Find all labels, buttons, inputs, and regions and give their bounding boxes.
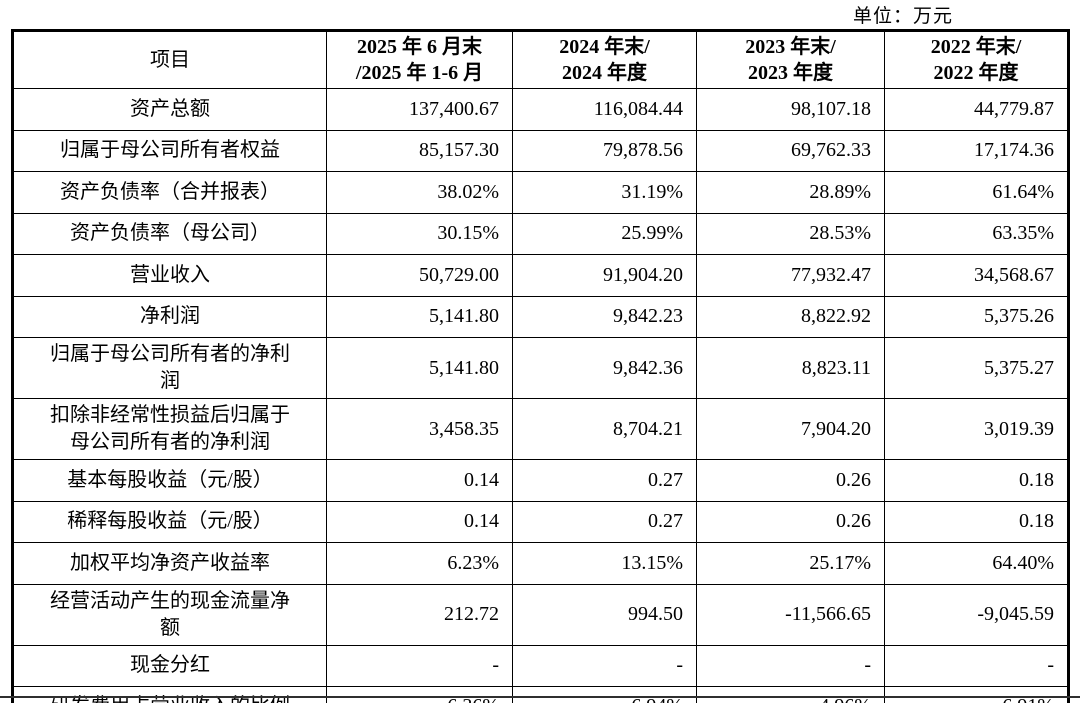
cell-value: 13.15%	[512, 542, 697, 585]
cell-value: 79,878.56	[512, 129, 697, 172]
row-label: 归属于母公司所有者的净利润	[12, 337, 327, 399]
table-row: 基本每股收益（元/股） 0.14 0.27 0.26 0.18	[12, 459, 1069, 502]
cell-value: 6.94%	[512, 686, 697, 703]
table-row: 净利润 5,141.80 9,842.23 8,822.92 5,375.26	[12, 295, 1069, 338]
cell-value: 69,762.33	[696, 129, 885, 172]
row-label: 净利润	[12, 295, 327, 338]
table-row: 研发费用占营业收入的比例6.36%6.94%4.96%6.91%	[12, 686, 1069, 703]
cell-value: 137,400.67	[326, 88, 513, 131]
cell-value: -	[884, 644, 1069, 687]
cell-value: 31.19%	[512, 171, 697, 214]
column-header-period: 2023 年末/2023 年度	[696, 30, 885, 89]
cell-value: 4.96%	[696, 686, 885, 703]
cell-value: 28.89%	[696, 171, 885, 214]
cell-value: 5,375.26	[884, 295, 1069, 338]
row-label: 扣除非经常性损益后归属于母公司所有者的净利润	[12, 398, 327, 460]
column-header-period: 2025 年 6 月末/2025 年 1-6 月	[326, 30, 513, 89]
row-label: 研发费用占营业收入的比例	[12, 686, 327, 703]
row-label: 资产总额	[12, 88, 327, 131]
table-row: 加权平均净资产收益率 6.23% 13.15% 25.17% 64.40%	[12, 542, 1069, 585]
cell-value: 0.18	[884, 459, 1069, 502]
cell-value: 212.72	[326, 583, 513, 646]
table-row: 资产负债率（合并报表） 38.02% 31.19% 28.89% 61.64%	[12, 171, 1069, 214]
table-row: 归属于母公司所有者权益 85,157.30 79,878.56 69,762.33 17…	[12, 129, 1069, 172]
cell-value: 91,904.20	[512, 254, 697, 297]
table-row: 扣除非经常性损益后归属于母公司所有者的净利润 3,458.35 8,704.21 7,…	[12, 398, 1069, 460]
cell-value: 25.17%	[696, 542, 885, 585]
row-label: 营业收入	[12, 254, 327, 297]
row-label: 资产负债率（合并报表）	[12, 171, 327, 214]
cell-value: 0.26	[696, 500, 885, 543]
cell-value: 8,822.92	[696, 295, 885, 338]
table-row: 资产总额 137,400.67 116,084.44 98,107.18 44,779.…	[12, 88, 1069, 131]
unit-label: 单位：万元	[853, 6, 954, 27]
table-row: 资产负债率（母公司） 30.15% 25.99% 28.53% 63.35%	[12, 212, 1069, 255]
table-row: 稀释每股收益（元/股） 0.14 0.27 0.26 0.18	[12, 500, 1069, 543]
cell-value: 7,904.20	[696, 398, 885, 460]
header-row: 项目 2025 年 6 月末/2025 年 1-6 月 2024 年末/2024 年…	[12, 30, 1069, 89]
table-body: 资产总额 137,400.67 116,084.44 98,107.18 44,779.…	[12, 88, 1069, 703]
row-label: 归属于母公司所有者权益	[12, 129, 327, 172]
cell-value: 9,842.23	[512, 295, 697, 338]
cell-value: 38.02%	[326, 171, 513, 214]
cell-value: -9,045.59	[884, 583, 1069, 646]
cell-value: 6.23%	[326, 542, 513, 585]
cell-value: 17,174.36	[884, 129, 1069, 172]
table-row: 经营活动产生的现金流量净额 212.72 994.50 -11,566.65 -9,04…	[12, 583, 1069, 646]
row-label: 加权平均净资产收益率	[12, 542, 327, 585]
cell-value: 34,568.67	[884, 254, 1069, 297]
cell-value: 28.53%	[696, 212, 885, 255]
cell-value: 8,704.21	[512, 398, 697, 460]
cell-value: 44,779.87	[884, 88, 1069, 131]
cell-value: 3,458.35	[326, 398, 513, 460]
cell-value: 8,823.11	[696, 337, 885, 399]
financial-summary-table: 项目 2025 年 6 月末/2025 年 1-6 月 2024 年末/2024 年…	[11, 29, 1070, 703]
row-label: 资产负债率（母公司）	[12, 212, 327, 255]
bottom-divider	[0, 696, 1080, 698]
column-header-period: 2022 年末/2022 年度	[884, 30, 1069, 89]
cell-value: 0.26	[696, 459, 885, 502]
cell-value: -11,566.65	[696, 583, 885, 646]
cell-value: 64.40%	[884, 542, 1069, 585]
column-header-period: 2024 年末/2024 年度	[512, 30, 697, 89]
cell-value: 0.18	[884, 500, 1069, 543]
table-header: 项目 2025 年 6 月末/2025 年 1-6 月 2024 年末/2024 年…	[12, 30, 1069, 89]
row-label: 稀释每股收益（元/股）	[12, 500, 327, 543]
cell-value: 994.50	[512, 583, 697, 646]
cell-value: 61.64%	[884, 171, 1069, 214]
cell-value: -	[326, 644, 513, 687]
cell-value: 77,932.47	[696, 254, 885, 297]
column-header-item: 项目	[12, 30, 327, 89]
cell-value: 50,729.00	[326, 254, 513, 297]
cell-value: 0.14	[326, 500, 513, 543]
cell-value: 5,141.80	[326, 295, 513, 338]
row-label: 经营活动产生的现金流量净额	[12, 583, 327, 646]
cell-value: 3,019.39	[884, 398, 1069, 460]
cell-value: 0.14	[326, 459, 513, 502]
row-label: 现金分红	[12, 644, 327, 687]
cell-value: 5,141.80	[326, 337, 513, 399]
cell-value: 85,157.30	[326, 129, 513, 172]
cell-value: 6.91%	[884, 686, 1069, 703]
cell-value: 6.36%	[326, 686, 513, 703]
cell-value: 98,107.18	[696, 88, 885, 131]
table-row: 现金分红 - - - -	[12, 644, 1069, 687]
cell-value: 30.15%	[326, 212, 513, 255]
cell-value: 25.99%	[512, 212, 697, 255]
cell-value: 0.27	[512, 459, 697, 502]
cell-value: 63.35%	[884, 212, 1069, 255]
cell-value: -	[512, 644, 697, 687]
cell-value: 5,375.27	[884, 337, 1069, 399]
cell-value: 9,842.36	[512, 337, 697, 399]
table-row: 归属于母公司所有者的净利润 5,141.80 9,842.36 8,823.11 5,3…	[12, 337, 1069, 399]
row-label: 基本每股收益（元/股）	[12, 459, 327, 502]
table-row: 营业收入 50,729.00 91,904.20 77,932.47 34,568.67	[12, 254, 1069, 297]
cell-value: -	[696, 644, 885, 687]
cell-value: 116,084.44	[512, 88, 697, 131]
cell-value: 0.27	[512, 500, 697, 543]
